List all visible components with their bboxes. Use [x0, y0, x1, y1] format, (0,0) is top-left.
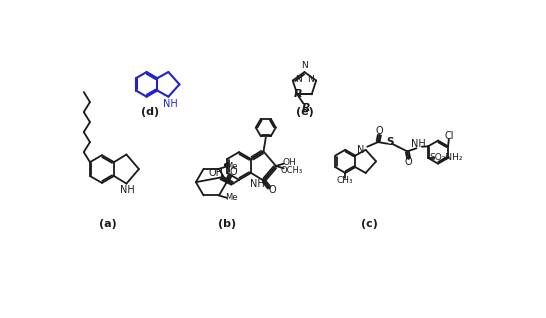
- Text: OH: OH: [283, 158, 296, 167]
- Text: Me: Me: [225, 162, 238, 171]
- Text: NH: NH: [163, 99, 177, 109]
- Text: (d): (d): [141, 107, 159, 117]
- Text: R: R: [294, 89, 302, 99]
- Text: N: N: [301, 61, 308, 70]
- Text: (b): (b): [218, 219, 236, 229]
- Text: (a): (a): [99, 219, 117, 229]
- Text: (e): (e): [295, 107, 313, 117]
- Text: •: •: [222, 160, 229, 173]
- Text: O: O: [229, 167, 236, 177]
- Text: N: N: [357, 145, 364, 156]
- Text: O: O: [405, 157, 413, 167]
- Text: NH: NH: [250, 179, 265, 189]
- Text: SO₂NH₂: SO₂NH₂: [430, 153, 463, 162]
- Text: O: O: [376, 126, 383, 136]
- Text: S: S: [386, 137, 393, 147]
- Text: N: N: [307, 74, 313, 84]
- Text: NH: NH: [412, 139, 426, 149]
- Text: OH: OH: [209, 168, 224, 178]
- Text: N: N: [295, 74, 302, 84]
- Text: CH₃: CH₃: [337, 176, 354, 185]
- Text: Me: Me: [225, 193, 238, 202]
- Text: O: O: [269, 185, 276, 195]
- Text: R: R: [302, 103, 311, 113]
- Text: NH: NH: [120, 185, 134, 195]
- Text: Cl: Cl: [444, 131, 454, 141]
- Text: (c): (c): [361, 219, 378, 229]
- Text: OCH₃: OCH₃: [280, 166, 302, 175]
